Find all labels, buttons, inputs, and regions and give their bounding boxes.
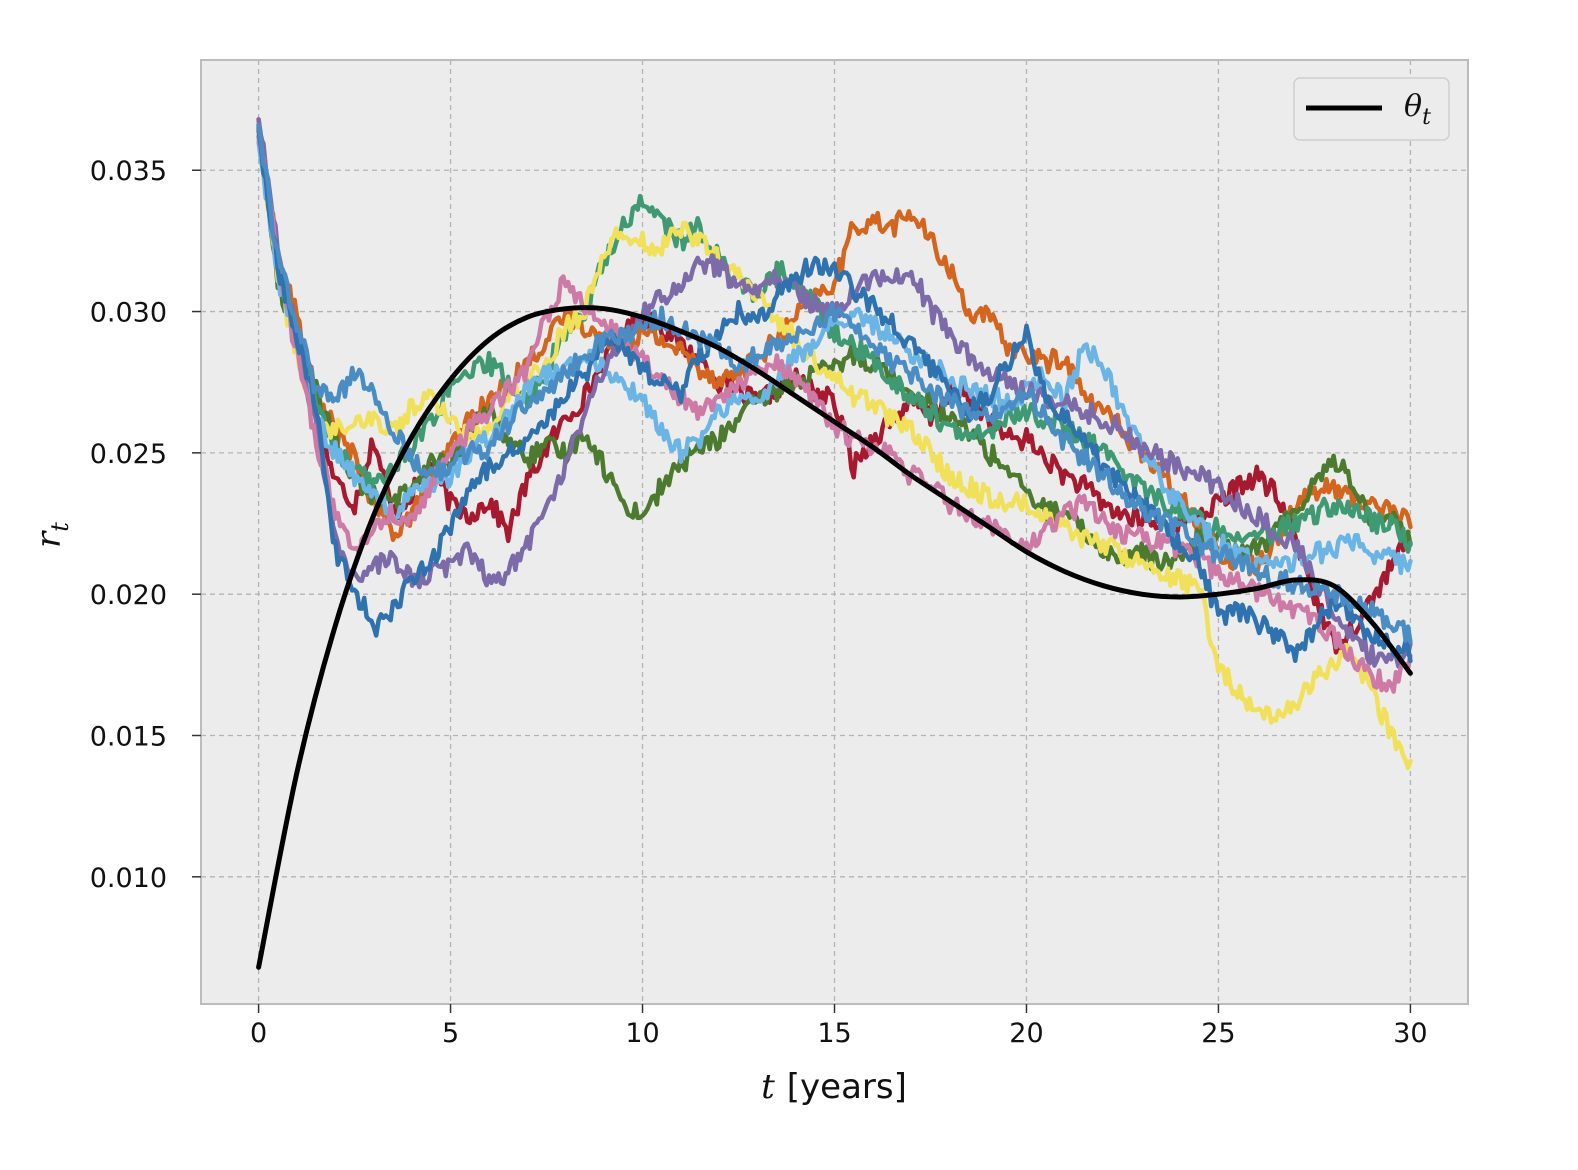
x-tick-label: 0 — [250, 1018, 267, 1049]
y-tick-label: 0.035 — [90, 156, 167, 187]
simulated-path-line — [256, 134, 1413, 694]
y-tick-label: 0.025 — [90, 439, 167, 470]
simulated-path-line — [256, 128, 1413, 771]
simulated-path-line — [256, 125, 1413, 655]
legend-theta-symbol: θ — [1404, 89, 1422, 124]
y-axis-variable: r — [29, 530, 69, 548]
x-axis-label: t [years] — [761, 1067, 907, 1107]
legend: θt — [1293, 77, 1450, 141]
x-tick-label: 10 — [625, 1018, 659, 1049]
y-axis-subscript: t — [46, 522, 74, 532]
legend-theta-subscript: t — [1422, 105, 1431, 130]
y-tick-label: 0.020 — [90, 580, 167, 611]
simulated-path-line — [256, 128, 1413, 664]
theta-curve-layer — [256, 305, 1413, 970]
y-tick-label: 0.010 — [90, 863, 167, 894]
y-tick-label: 0.015 — [90, 721, 167, 752]
x-tick-label: 20 — [1009, 1018, 1043, 1049]
axis-ticks: 0 5 10 15 20 25 30 0.010 0.015 0.020 0.025 0.030 0.0… — [90, 156, 1428, 1049]
x-tick-label: 30 — [1393, 1018, 1427, 1049]
legend-theta-label: θt — [1404, 89, 1431, 130]
simulated-path-line — [256, 117, 1413, 577]
simulated-paths — [256, 117, 1413, 771]
x-tick-label: 15 — [817, 1018, 851, 1049]
simulated-path-line — [256, 122, 1413, 645]
y-tick-label: 0.030 — [90, 298, 167, 329]
x-tick-label: 25 — [1201, 1018, 1235, 1049]
y-axis-label: rt — [29, 522, 74, 548]
x-axis-unit: [years] — [787, 1067, 907, 1107]
x-tick-label: 5 — [442, 1018, 459, 1049]
theta-curve — [256, 305, 1413, 970]
x-axis-variable: t — [761, 1067, 775, 1107]
